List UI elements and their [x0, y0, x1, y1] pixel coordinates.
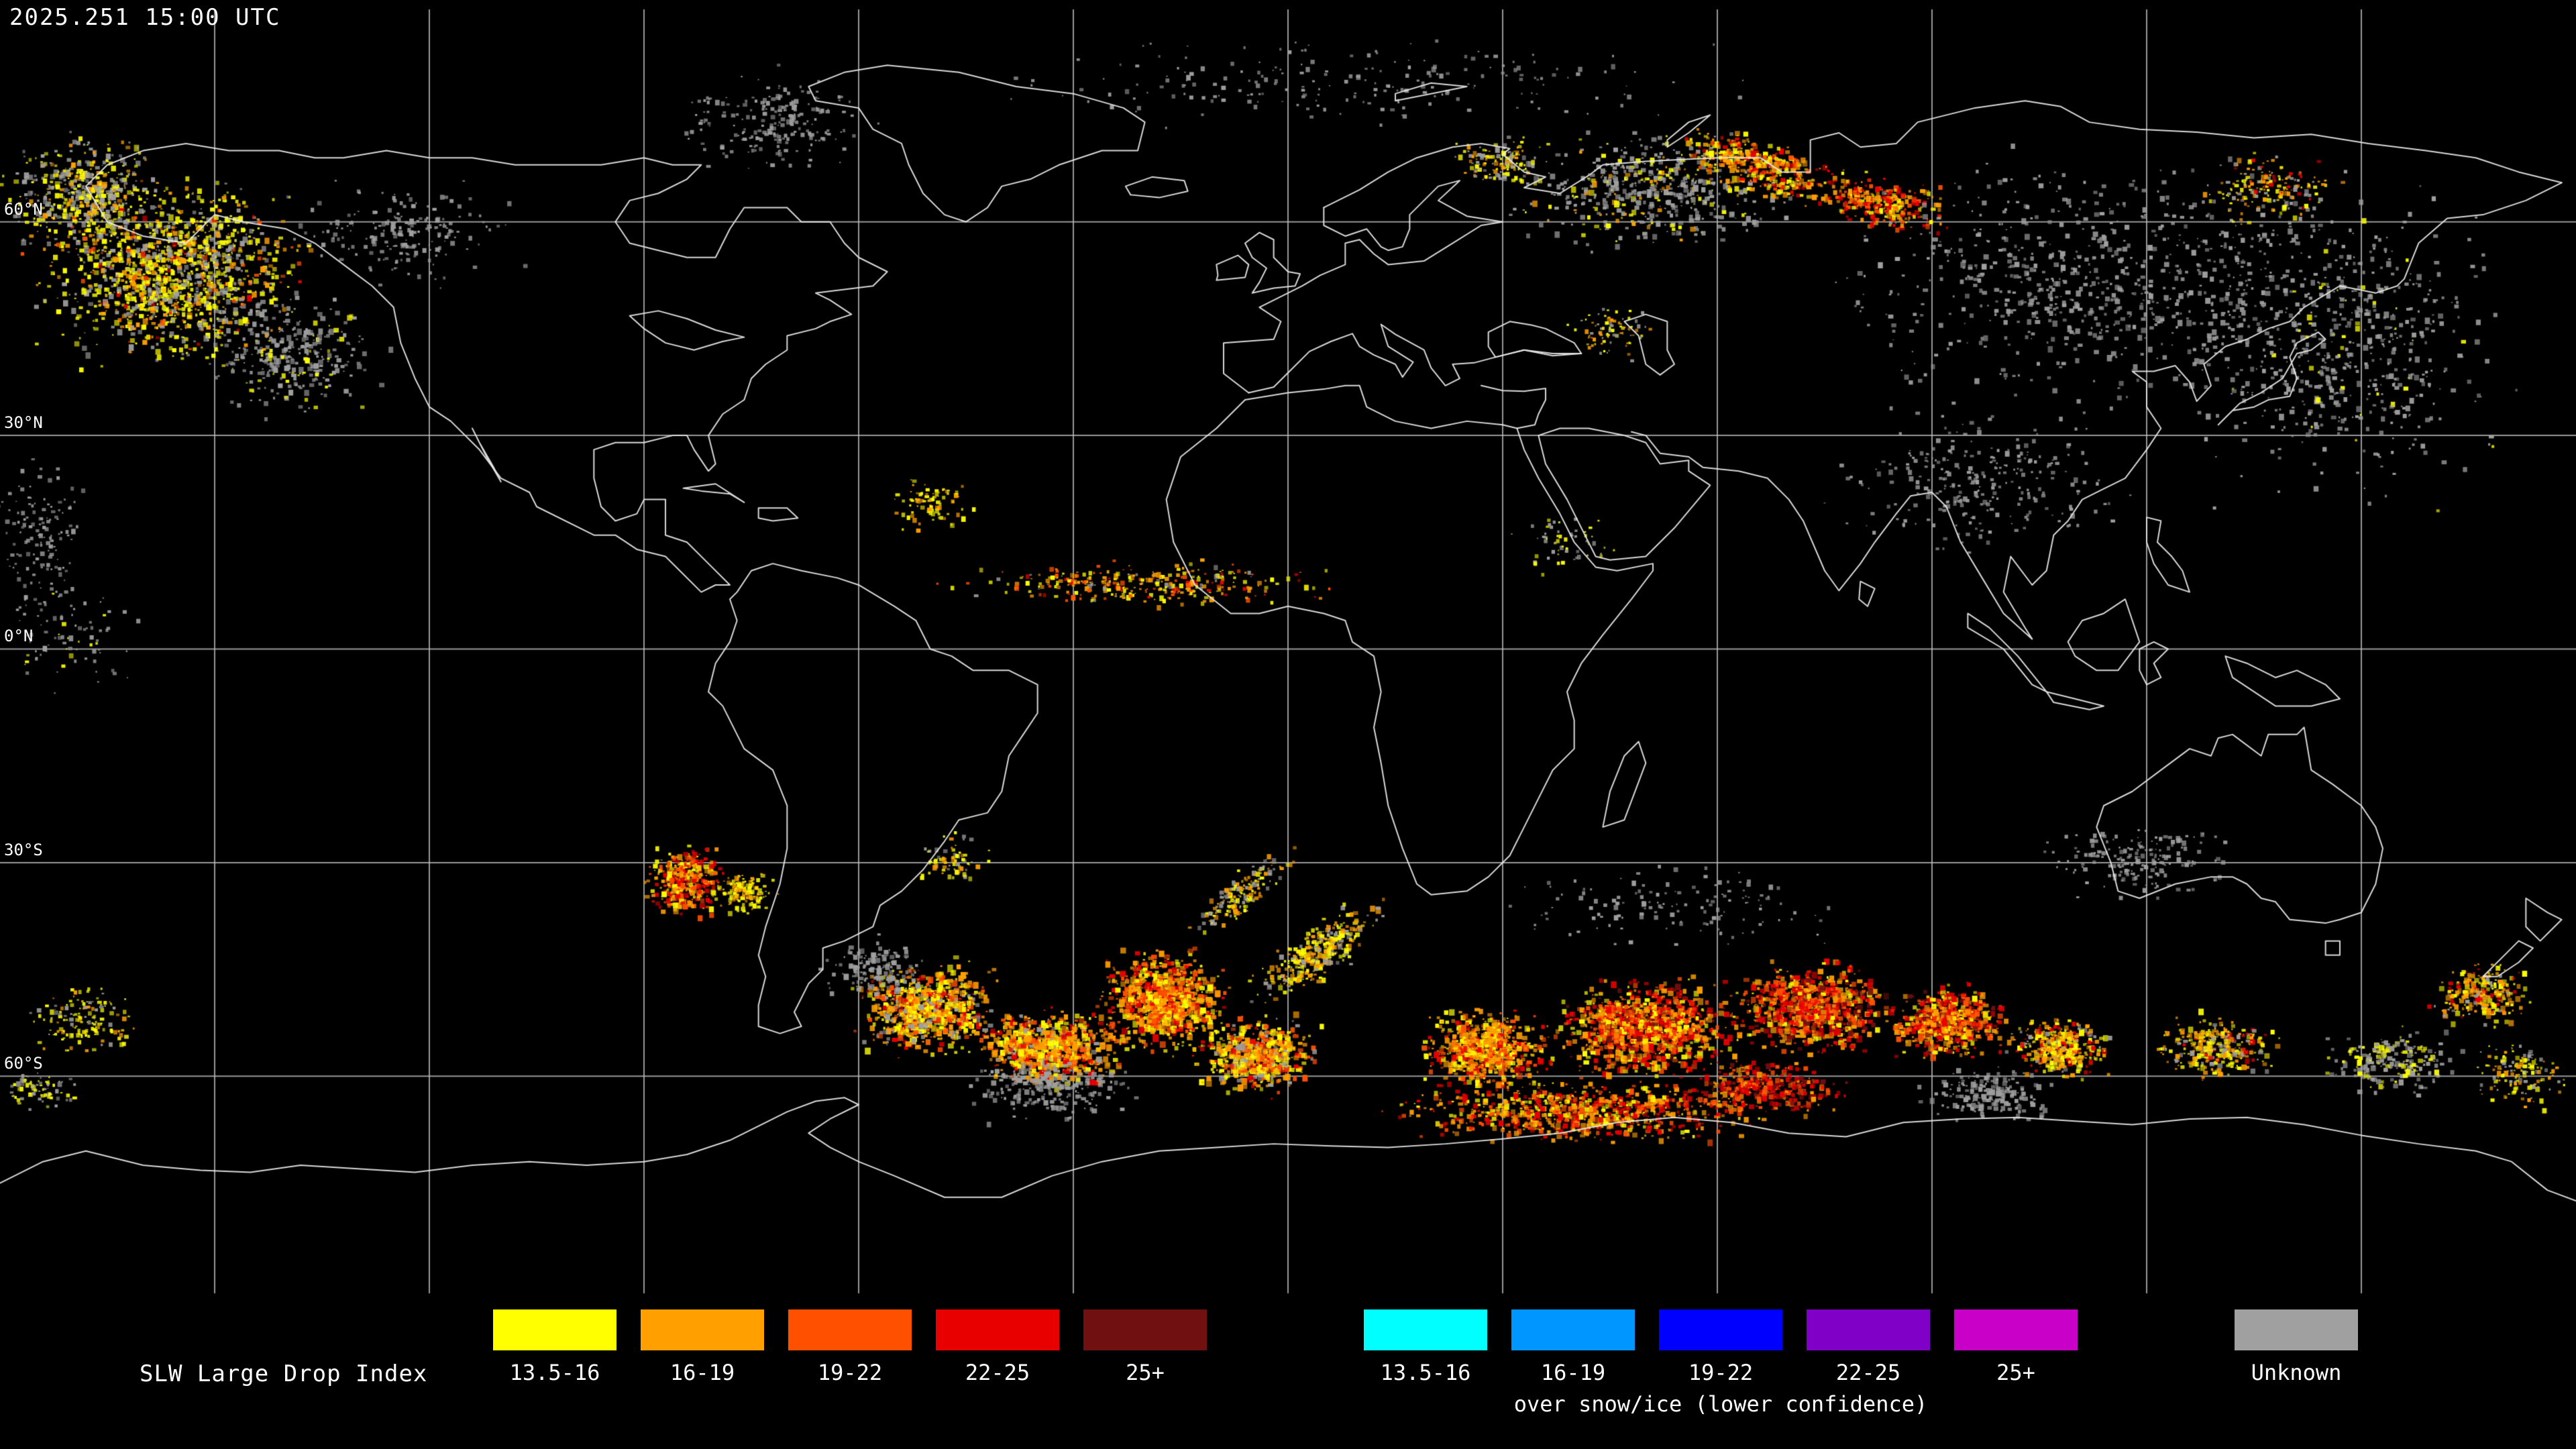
latitude-label-60n: 60°N — [4, 200, 43, 219]
latitude-label-30n: 30°N — [4, 413, 43, 432]
timestamp-label: 2025.251 15:00 UTC — [9, 4, 281, 31]
latitude-label-0n: 0°N — [4, 627, 34, 645]
latitude-label-60s: 60°S — [4, 1054, 43, 1073]
latitude-label-30s: 30°S — [4, 841, 43, 859]
